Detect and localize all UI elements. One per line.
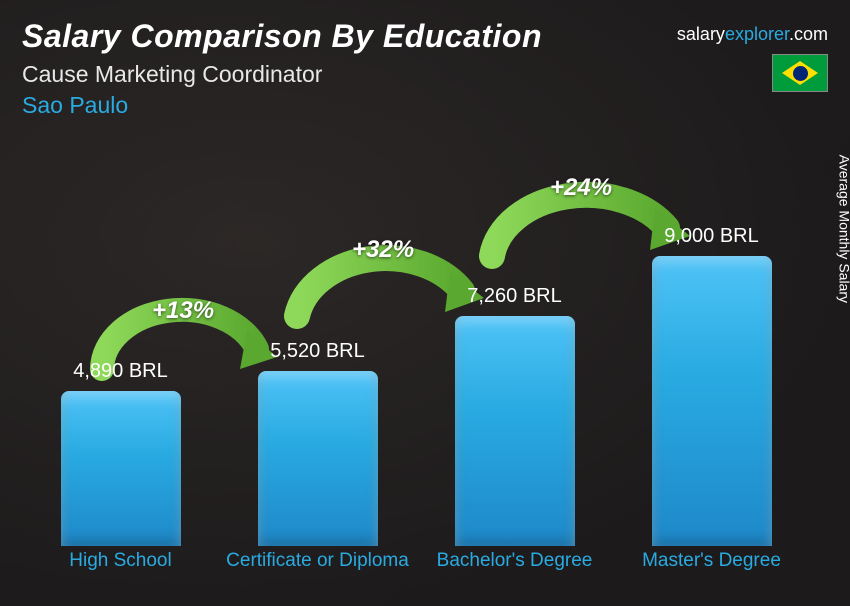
bar-0: [61, 391, 181, 546]
category-0: High School: [22, 546, 219, 594]
bar-slot-0: 4,890 BRL: [22, 186, 219, 546]
brand-accent: explorer: [725, 24, 789, 44]
bar-value-1: 5,520 BRL: [270, 340, 365, 363]
flag-icon: [772, 54, 828, 92]
subtitle: Cause Marketing Coordinator: [22, 61, 828, 88]
bar-1: [258, 371, 378, 546]
bar-chart: +13% +32% +24% 4,890 BRL: [22, 164, 810, 594]
bar-value-3: 9,000 BRL: [664, 225, 759, 248]
category-2: Bachelor's Degree: [416, 546, 613, 594]
location: Sao Paulo: [22, 92, 828, 119]
bar-slot-1: 5,520 BRL: [219, 186, 416, 546]
header: Salary Comparison By Education Cause Mar…: [22, 18, 828, 119]
bar-value-2: 7,260 BRL: [467, 285, 562, 308]
bar-slot-3: 9,000 BRL: [613, 186, 810, 546]
category-1: Certificate or Diploma: [219, 546, 416, 594]
y-axis-label: Average Monthly Salary: [836, 155, 850, 303]
bar-value-0: 4,890 BRL: [73, 360, 168, 383]
bar-3: [652, 256, 772, 546]
brand-prefix: salary: [677, 24, 725, 44]
category-labels: High School Certificate or Diploma Bache…: [22, 546, 810, 594]
bars-area: 4,890 BRL 5,520 BRL 7,260 BRL 9,000 BRL: [22, 186, 810, 546]
bar-slot-2: 7,260 BRL: [416, 186, 613, 546]
brand-suffix: .com: [789, 24, 828, 44]
brand-watermark: salaryexplorer.com: [677, 24, 828, 45]
category-3: Master's Degree: [613, 546, 810, 594]
bar-2: [455, 316, 575, 546]
